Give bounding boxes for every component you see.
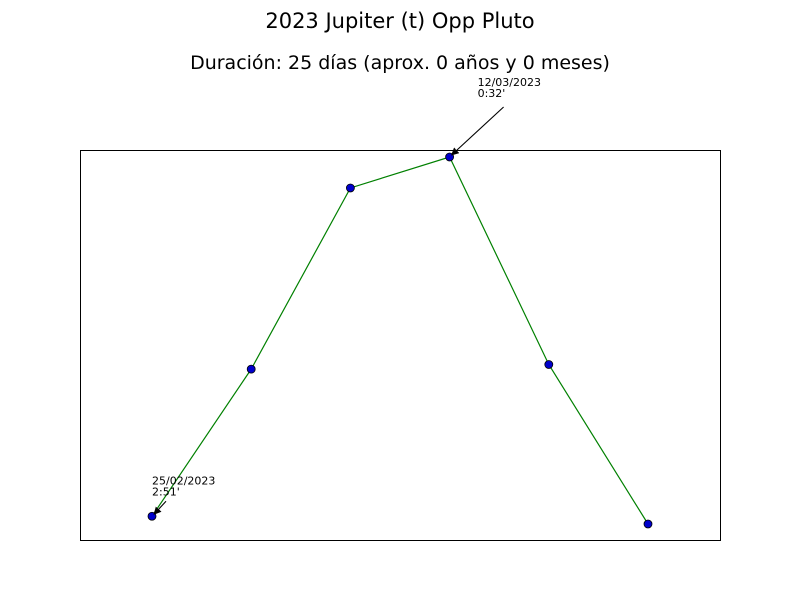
annotation-arrow bbox=[153, 500, 167, 515]
plot-area bbox=[80, 150, 721, 541]
data-point-5 bbox=[643, 519, 653, 529]
data-point-1 bbox=[246, 364, 256, 374]
series-line bbox=[151, 156, 649, 525]
data-point-4 bbox=[544, 360, 554, 369]
annotation-orb: 2:51' bbox=[152, 485, 180, 498]
annotation-date: 12/03/2023 bbox=[478, 76, 541, 89]
annotation-date: 25/02/2023 bbox=[152, 474, 215, 487]
points-layer bbox=[147, 152, 653, 529]
annotation-arrow bbox=[451, 106, 504, 156]
chart-title: 2023 Jupiter (t) Opp Pluto bbox=[265, 9, 534, 33]
series-layer bbox=[151, 156, 649, 525]
annotation-orb: 0:32' bbox=[478, 87, 506, 100]
chart-subtitle: Duración: 25 días (aprox. 0 años y 0 mes… bbox=[190, 52, 610, 74]
data-point-2 bbox=[345, 183, 355, 193]
